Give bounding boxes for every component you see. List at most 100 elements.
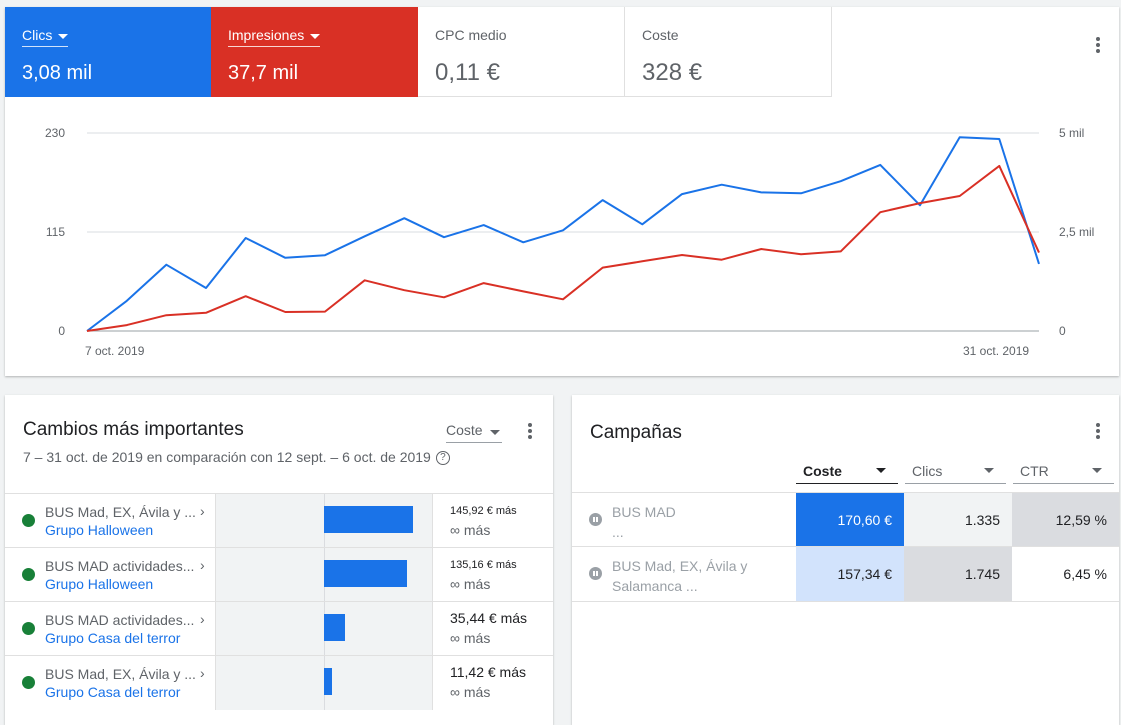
chart-grid (87, 132, 1039, 332)
change-amount: 145,92 € más (450, 505, 517, 517)
metric-tile-impressions[interactable]: Impresiones 37,7 mil (211, 7, 418, 97)
y-right-tick-label: 0 (1059, 324, 1066, 338)
metric-label: Clics (22, 27, 53, 43)
change-percent: ∞ más (450, 576, 491, 592)
change-bar-area (215, 656, 433, 710)
campaign-name[interactable]: BUS MAD... (612, 502, 782, 542)
card-title: Campañas (590, 422, 682, 443)
y-left-tick-label: 230 (45, 126, 65, 140)
caret-down-icon (58, 33, 69, 39)
metric-value: 0,11 € (435, 59, 500, 86)
campaign-name-line1: BUS Mad, EX, Ávila y (612, 558, 748, 574)
sort-caret-icon (876, 468, 886, 473)
ad-group-link[interactable]: Grupo Halloween (45, 522, 154, 538)
change-row[interactable]: BUS Mad, EX, Ávila y ... › Grupo Casa del… (5, 655, 553, 710)
cost-cell: 157,34 € (796, 547, 904, 601)
help-icon[interactable]: ? (435, 451, 450, 466)
x-tick-label-end: 31 oct. 2019 (963, 344, 1029, 358)
metric-tile-avg-cpc[interactable]: CPC medio 0,11 € (418, 7, 625, 97)
y-left-tick-label: 115 (46, 225, 65, 239)
column-header-clicks[interactable]: Clics (905, 455, 1006, 484)
change-percent: ∞ más (450, 630, 491, 646)
metric-select-value: Coste (446, 422, 483, 438)
y-right-tick-label: 2,5 mil (1059, 225, 1094, 239)
column-label: Clics (912, 463, 943, 479)
more-options-icon[interactable] (1088, 419, 1108, 443)
metric-tile-cost[interactable]: Coste 328 € (625, 7, 832, 97)
change-amount: 135,16 € más (450, 559, 517, 571)
performance-overview-card: Clics 3,08 mil Impresiones 37,7 mil CPC … (5, 7, 1119, 376)
chevron-right-icon: › (200, 503, 205, 519)
subtitle-text: 7 – 31 oct. de 2019 en comparación con 1… (23, 449, 431, 465)
more-options-icon[interactable] (1088, 33, 1108, 57)
paused-status-icon (589, 513, 602, 526)
change-percent: ∞ más (450, 522, 491, 538)
campaign-name: BUS Mad, EX, Ávila y ... (45, 666, 195, 682)
ctr-cell: 12,59 % (1012, 493, 1119, 547)
column-label: Coste (803, 463, 842, 479)
change-bar (324, 560, 407, 587)
chevron-right-icon: › (200, 557, 205, 573)
metric-select[interactable]: Coste (446, 422, 502, 443)
metric-label: CPC medio (435, 27, 507, 43)
campaigns-card: Campañas Coste Clics CTR BUS MAD... 170,… (572, 395, 1119, 725)
change-bar-area (215, 602, 433, 656)
campaign-name-line1: BUS MAD (612, 504, 676, 520)
campaign-row[interactable]: BUS MAD... 170,60 € 1.335 12,59 % (572, 492, 1119, 547)
column-header-ctr[interactable]: CTR (1013, 455, 1114, 484)
x-tick-label-start: 7 oct. 2019 (85, 344, 145, 358)
change-row[interactable]: BUS Mad, EX, Ávila y ... › Grupo Hallowee… (5, 493, 553, 548)
change-row[interactable]: BUS MAD actividades... › Grupo Casa del t… (5, 601, 553, 656)
ad-group-link[interactable]: Grupo Casa del terror (45, 684, 181, 700)
metric-label: Coste (642, 27, 679, 43)
change-bar-area (215, 494, 433, 548)
change-percent: ∞ más (450, 684, 491, 700)
series-line-impresiones (86, 164, 1040, 332)
metric-value: 37,7 mil (228, 62, 299, 84)
campaign-name-line2: ... (612, 524, 624, 540)
ad-group-link[interactable]: Grupo Halloween (45, 576, 154, 592)
status-enabled-icon (22, 622, 35, 635)
metric-dropdown-clicks[interactable]: Clics (22, 27, 69, 47)
date-comparison-subtitle: 7 – 31 oct. de 2019 en comparación con 1… (23, 449, 450, 466)
change-amount: 35,44 € más (450, 610, 528, 626)
caret-down-icon (984, 468, 994, 473)
column-label: CTR (1020, 463, 1049, 479)
ad-group-link[interactable]: Grupo Casa del terror (45, 630, 181, 646)
change-row[interactable]: BUS MAD actividades... › Grupo Halloween … (5, 547, 553, 602)
performance-line-chart: 0 0 115 2,5 mil 230 5 mil 7 oct. 2019 31 oct.… (45, 126, 1094, 358)
caret-down-icon (490, 430, 500, 435)
top-changes-card: Cambios más importantes 7 – 31 oct. de 2… (5, 395, 553, 725)
metric-tile-clicks[interactable]: Clics 3,08 mil (5, 7, 211, 97)
campaign-name[interactable]: BUS Mad, EX, Ávila y Salamanca ... (612, 556, 782, 596)
status-enabled-icon (22, 568, 35, 581)
paused-status-icon (589, 567, 602, 580)
chart-ticks: 0 0 115 2,5 mil 230 5 mil (45, 126, 1094, 338)
campaign-row[interactable]: BUS Mad, EX, Ávila y Salamanca ... 157,34… (572, 546, 1119, 602)
campaign-name: BUS MAD actividades... (45, 612, 195, 628)
clicks-cell: 1.745 (904, 547, 1012, 601)
change-bar-area (215, 548, 433, 602)
series-line-clics (86, 136, 1040, 332)
status-enabled-icon (22, 676, 35, 689)
change-amount: 11,42 € más (450, 664, 527, 680)
metric-label: Impresiones (228, 27, 305, 43)
change-bar (324, 668, 332, 695)
chevron-right-icon: › (200, 665, 205, 681)
cost-cell: 170,60 € (796, 493, 904, 547)
card-title: Cambios más importantes (23, 419, 244, 440)
metric-dropdown-impressions[interactable]: Impresiones (228, 27, 321, 47)
column-header-cost[interactable]: Coste (796, 455, 898, 484)
chevron-right-icon: › (200, 611, 205, 627)
status-enabled-icon (22, 514, 35, 527)
chart-series (86, 136, 1040, 332)
caret-down-icon (310, 33, 321, 39)
campaign-name-line2: Salamanca ... (612, 578, 698, 594)
y-left-tick-label: 0 (58, 324, 65, 338)
campaign-name: BUS MAD actividades... (45, 558, 195, 574)
y-right-tick-label: 5 mil (1059, 126, 1084, 140)
campaign-name: BUS Mad, EX, Ávila y ... (45, 504, 195, 520)
more-options-icon[interactable] (520, 419, 540, 443)
metric-value: 3,08 mil (22, 62, 93, 84)
metric-value: 328 € (642, 59, 703, 86)
